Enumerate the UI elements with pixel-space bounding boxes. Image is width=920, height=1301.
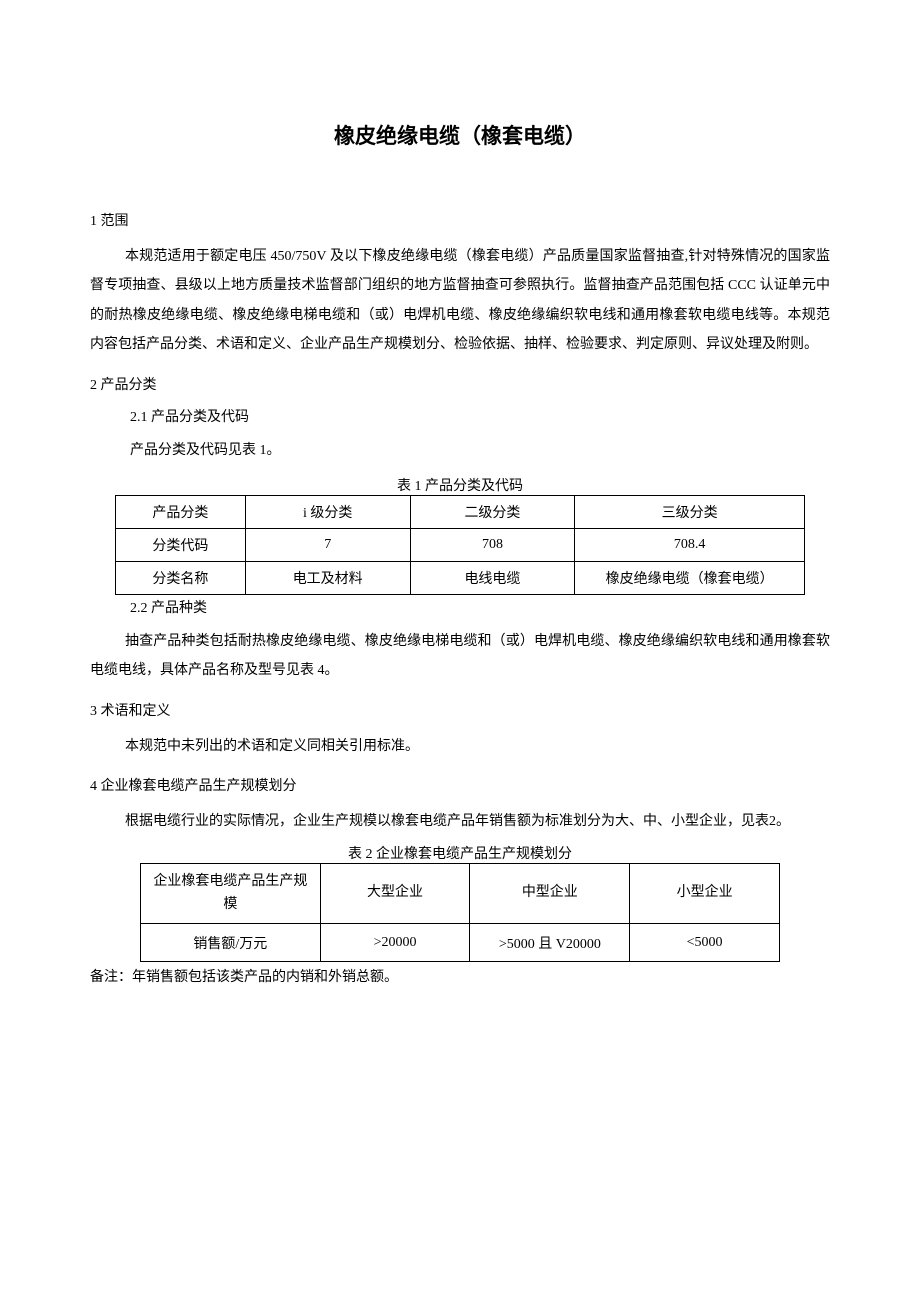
section-2-2-paragraph: 抽查产品种类包括耐热橡皮绝缘电缆、橡皮绝缘电梯电缆和（或）电焊机电缆、橡皮绝缘编… xyxy=(90,627,830,686)
table-cell: 二级分类 xyxy=(410,495,575,528)
table-cell: i 级分类 xyxy=(245,495,410,528)
table-1: 产品分类 i 级分类 二级分类 三级分类 分类代码 7 708 708.4 分类… xyxy=(115,495,805,595)
table-cell: 中型企业 xyxy=(470,863,630,924)
table-cell: 电工及材料 xyxy=(245,561,410,594)
section-2-heading: 2 产品分类 xyxy=(90,374,830,394)
table-2-caption: 表 2 企业橡套电缆产品生产规模划分 xyxy=(90,843,830,863)
table-2: 企业橡套电缆产品生产规模 大型企业 中型企业 小型企业 销售额/万元 >2000… xyxy=(140,863,780,963)
table-2-note: 备注：年销售额包括该类产品的内销和外销总额。 xyxy=(90,966,830,986)
table-cell: >20000 xyxy=(320,924,470,962)
table-cell: 7 xyxy=(245,528,410,561)
table-1-caption: 表 1 产品分类及代码 xyxy=(90,475,830,495)
section-2-1-text: 产品分类及代码见表 1。 xyxy=(130,436,830,465)
table-cell: 销售额/万元 xyxy=(141,924,321,962)
section-4-paragraph: 根据电缆行业的实际情况，企业生产规模以橡套电缆产品年销售额为标准划分为大、中、小… xyxy=(90,807,830,836)
section-1-paragraph: 本规范适用于额定电压 450/750V 及以下橡皮绝缘电缆（橡套电缆）产品质量国… xyxy=(90,242,830,360)
section-3-heading: 3 术语和定义 xyxy=(90,700,830,720)
section-2-1-heading: 2.1 产品分类及代码 xyxy=(130,406,830,426)
table-cell: 小型企业 xyxy=(630,863,780,924)
section-2-2-heading: 2.2 产品种类 xyxy=(130,597,830,617)
table-cell: 大型企业 xyxy=(320,863,470,924)
section-4-heading: 4 企业橡套电缆产品生产规模划分 xyxy=(90,775,830,795)
section-1-heading: 1 范围 xyxy=(90,210,830,230)
table-cell: 708.4 xyxy=(575,528,805,561)
table-cell: 电线电缆 xyxy=(410,561,575,594)
table-cell: 产品分类 xyxy=(116,495,246,528)
table-cell: 708 xyxy=(410,528,575,561)
table-row: 销售额/万元 >20000 >5000 且 V20000 <5000 xyxy=(141,924,780,962)
section-3-paragraph: 本规范中未列出的术语和定义同相关引用标准。 xyxy=(90,732,830,761)
document-title: 橡皮绝缘电缆（橡套电缆） xyxy=(90,120,830,150)
table-cell: 三级分类 xyxy=(575,495,805,528)
table-cell: >5000 且 V20000 xyxy=(470,924,630,962)
table-row: 分类代码 7 708 708.4 xyxy=(116,528,805,561)
table-row: 企业橡套电缆产品生产规模 大型企业 中型企业 小型企业 xyxy=(141,863,780,924)
table-cell: 分类名称 xyxy=(116,561,246,594)
table-cell: 橡皮绝缘电缆（橡套电缆） xyxy=(575,561,805,594)
table-cell: <5000 xyxy=(630,924,780,962)
table-row: 分类名称 电工及材料 电线电缆 橡皮绝缘电缆（橡套电缆） xyxy=(116,561,805,594)
table-cell: 分类代码 xyxy=(116,528,246,561)
table-cell: 企业橡套电缆产品生产规模 xyxy=(141,863,321,924)
table-row: 产品分类 i 级分类 二级分类 三级分类 xyxy=(116,495,805,528)
